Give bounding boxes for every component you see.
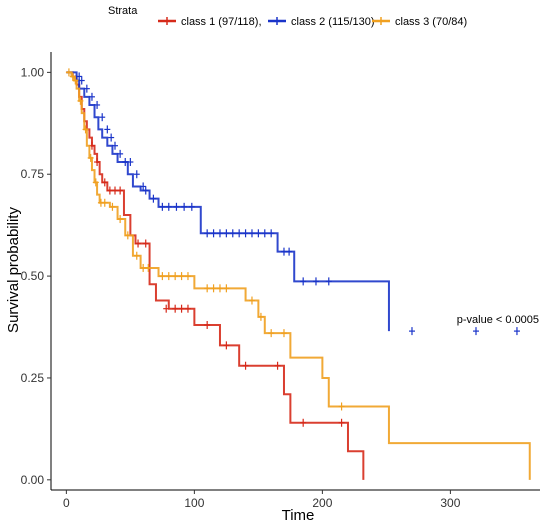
legend-label-class-3: class 3 (70/84) (395, 16, 467, 28)
p-value-annotation: p-value < 0.0005 (457, 314, 539, 326)
x-ticks: 0 100 200 300 (63, 490, 461, 510)
x-axis-title: Time (282, 507, 315, 524)
x-tick-label: 100 (184, 496, 204, 510)
y-tick-label: 1.00 (21, 65, 45, 79)
legend-item-class-3: class 3 (70/84) (372, 16, 467, 28)
survival-curve-class-1 (66, 71, 365, 480)
series-class-2 (66, 71, 520, 336)
x-tick-label: 300 (440, 496, 460, 510)
legend-item-class-1: class 1 (97/118), (158, 16, 262, 28)
legend-label-class-2: class 2 (115/130) (291, 16, 375, 28)
y-axis: 0.00 0.25 0.50 0.75 1.00 (21, 52, 52, 490)
x-axis: 0 100 200 300 (51, 489, 540, 510)
survival-curve-class-2 (66, 71, 390, 332)
survival-curve-class-3 (66, 71, 531, 480)
y-tick-label: 0.50 (21, 269, 45, 283)
y-tick-label: 0.00 (21, 473, 45, 487)
legend: Strata class 1 (97/118), class 2 (115/13… (108, 5, 467, 28)
y-tick-label: 0.25 (21, 371, 45, 385)
x-tick-label: 200 (312, 496, 332, 510)
y-axis-title: Survival probability (5, 207, 22, 333)
legend-item-class-2: class 2 (115/130) (268, 16, 375, 28)
series-class-3 (65, 68, 531, 480)
y-ticks: 0.00 0.25 0.50 0.75 1.00 (21, 65, 51, 487)
legend-title: Strata (108, 5, 138, 17)
y-tick-label: 0.75 (21, 167, 45, 181)
x-tick-label: 0 (63, 496, 70, 510)
legend-label-class-1: class 1 (97/118), (181, 16, 262, 28)
series-class-1 (66, 71, 365, 480)
plot-series (65, 68, 531, 480)
